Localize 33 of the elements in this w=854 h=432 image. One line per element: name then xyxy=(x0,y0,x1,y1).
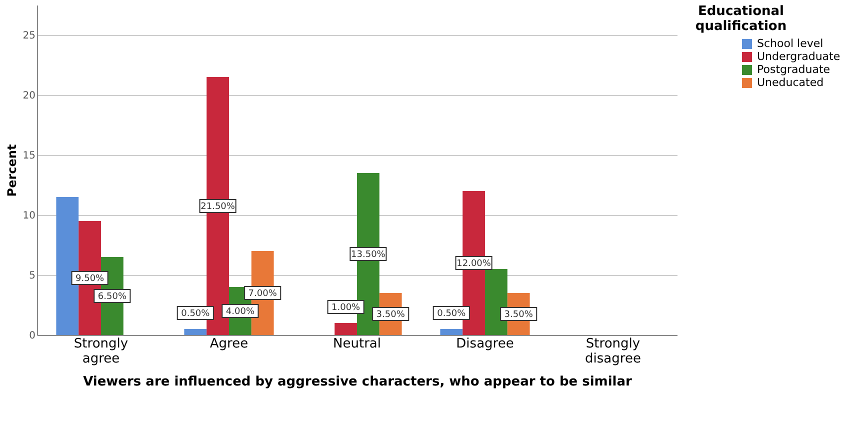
legend-label: Undergraduate xyxy=(757,50,840,63)
data-label: 3.50% xyxy=(504,310,534,320)
y-tick-label: 20 xyxy=(22,90,36,102)
x-axis-title: Viewers are influenced by aggressive characters, who appear to be similar xyxy=(83,374,633,390)
data-label: 3.50% xyxy=(376,310,406,320)
legend-title: Educational qualification xyxy=(695,4,787,34)
data-label: 21.50% xyxy=(200,202,236,212)
data-label: 6.50% xyxy=(98,292,127,302)
data-label: 9.50% xyxy=(76,274,105,284)
y-tick-label: 5 xyxy=(29,270,36,282)
data-label: 12.00% xyxy=(456,259,492,269)
legend-label: Postgraduate xyxy=(757,63,830,76)
x-tick-label: Agree xyxy=(210,336,248,352)
data-label: 0.50% xyxy=(437,309,466,319)
x-tick-label: Neutral xyxy=(333,336,381,352)
legend-label: School level xyxy=(757,37,824,50)
data-label: 7.00% xyxy=(248,289,278,299)
data-label: 0.50% xyxy=(181,309,210,319)
data-label: 13.50% xyxy=(351,250,386,260)
x-tick-label: Strongly agree xyxy=(74,336,128,366)
y-tick-label: 0 xyxy=(29,330,36,342)
bar xyxy=(440,329,463,335)
bar xyxy=(184,329,207,335)
y-axis-title: Percent xyxy=(4,144,19,197)
x-tick-label: Disagree xyxy=(456,336,514,352)
x-tick-label: Strongly disagree xyxy=(585,336,641,366)
legend-label: Uneducated xyxy=(757,76,824,89)
data-label: 4.00% xyxy=(226,307,255,317)
y-tick-label: 25 xyxy=(22,30,36,42)
data-label: 1.00% xyxy=(332,303,361,313)
bar xyxy=(334,323,357,335)
y-tick-label: 10 xyxy=(22,210,36,222)
y-tick-label: 15 xyxy=(22,150,36,162)
